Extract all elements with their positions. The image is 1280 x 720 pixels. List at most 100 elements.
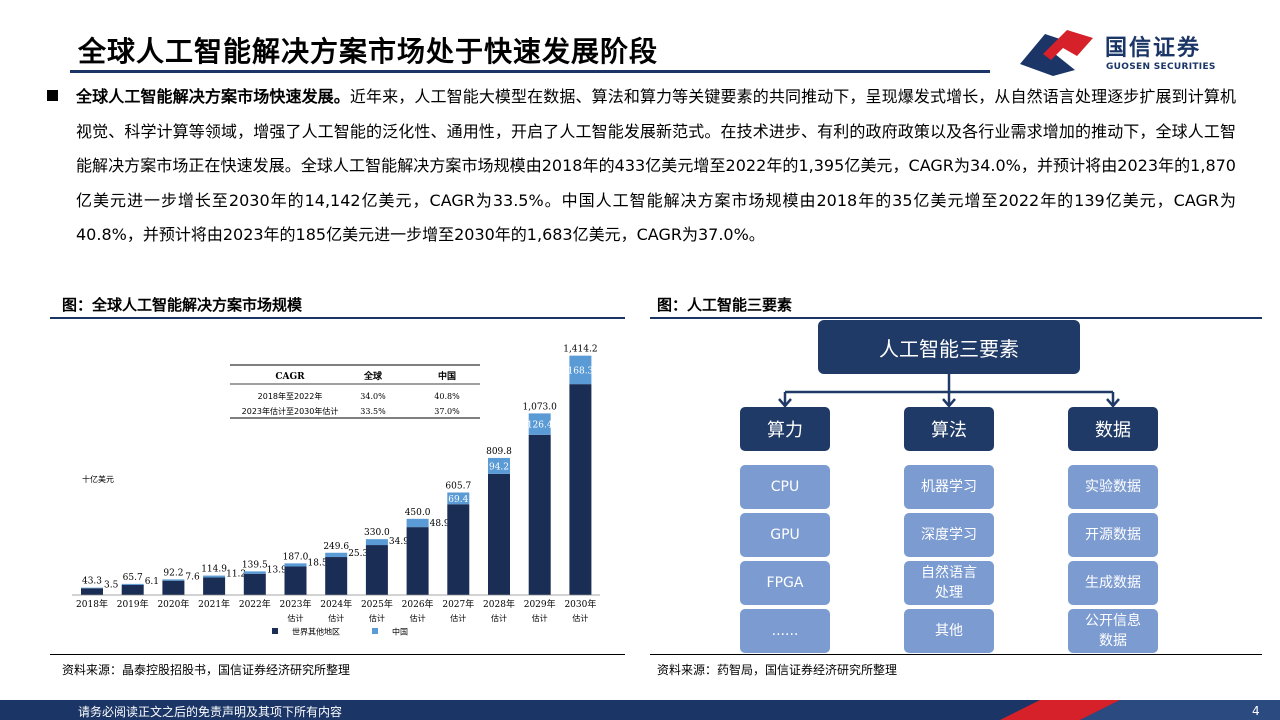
page-title: 全球人工智能解决方案市场处于快速发展阶段 <box>78 35 659 68</box>
x-tick-label: 2026年 <box>402 598 434 610</box>
x-tick-label: 2029年 <box>524 598 556 610</box>
cagr-cell: 40.8% <box>434 392 460 401</box>
legend-swatch <box>272 628 278 634</box>
x-tick-sublabel: 估计 <box>410 613 426 623</box>
x-tick-sublabel: 估计 <box>328 613 344 623</box>
intro-paragraph: 全球人工智能解决方案市场快速发展。近年来，人工智能大模型在数据、算法和算力等关键… <box>76 80 1236 253</box>
x-tick-sublabel: 估计 <box>532 613 548 623</box>
china-label: 94.2 <box>489 462 509 472</box>
category-data: 数据 <box>1068 407 1158 451</box>
figure-left-title: 图：全球人工智能解决方案市场规模 <box>62 296 303 314</box>
item-deep-learning: 深度学习 <box>904 513 994 557</box>
intro-body: 近年来，人工智能大模型在数据、算法和算力等关键要素的共同推动下，呈现爆发式增长，… <box>76 87 1236 244</box>
china-label: 6.1 <box>145 577 159 587</box>
x-tick-sublabel: 估计 <box>450 613 466 623</box>
x-tick-sublabel: 估计 <box>572 613 588 623</box>
bar-china <box>325 552 348 558</box>
x-tick-label: 2020年 <box>157 598 189 610</box>
item-generated-data: 生成数据 <box>1068 561 1158 605</box>
bar-china <box>162 579 185 581</box>
figure-right-source-rule <box>650 654 1262 655</box>
diagram-root-box: 人工智能三要素 <box>818 320 1080 374</box>
x-tick-label: 2022年 <box>239 598 271 610</box>
bar-rest-of-world <box>528 434 551 595</box>
item-gpu: GPU <box>740 513 830 557</box>
bar-china <box>488 457 510 474</box>
bar-rest-of-world <box>81 588 103 595</box>
bar-china <box>528 413 551 435</box>
chart-legend: 世界其他地区 中国 <box>272 627 408 637</box>
item-fpga: FPGA <box>740 561 830 605</box>
legend-label: 世界其他地区 <box>292 627 340 637</box>
total-label: 605.7 <box>445 481 471 491</box>
china-label: 7.6 <box>185 573 200 583</box>
cagr-cell: 2018年至2022年 <box>258 391 323 401</box>
x-tick-sublabel: 估计 <box>369 613 385 623</box>
bar-rest-of-world <box>447 504 470 595</box>
item-open-source-data: 开源数据 <box>1068 513 1158 557</box>
cagr-table: CAGR 全球 中国 2018年至2022年 34.0% 40.8% 2023年估计至203… <box>230 364 480 419</box>
x-tick-label: 2019年 <box>117 598 149 610</box>
china-label: 69.4 <box>448 495 468 505</box>
bar-rest-of-world <box>365 545 388 595</box>
cagr-header: 全球 <box>363 370 383 382</box>
item-cpu: CPU <box>740 465 830 509</box>
bar-china <box>365 539 388 546</box>
logo-chinese-text: 国信证券 <box>1105 36 1202 61</box>
guosen-logo-icon <box>1020 30 1093 76</box>
x-tick-label: 2021年 <box>198 598 230 610</box>
bar-rest-of-world <box>243 573 266 595</box>
total-label: 65.7 <box>123 573 143 583</box>
cagr-cell: 37.0% <box>434 407 460 416</box>
bullet-square <box>47 90 58 101</box>
logo-english-text: GUOSEN SECURITIES <box>1106 62 1216 72</box>
china-label: 168.3 <box>568 366 594 376</box>
item-public-info-data: 公开信息数据 <box>1068 609 1158 653</box>
footer-accent-icon <box>1000 700 1280 720</box>
bar-china <box>203 575 226 578</box>
bar-rest-of-world <box>162 580 185 595</box>
x-tick-sublabel: 估计 <box>288 613 304 623</box>
china-label: 34.9 <box>389 537 409 547</box>
cagr-header: CAGR <box>275 372 305 382</box>
figure-right-rule <box>650 317 1262 319</box>
total-label: 92.2 <box>163 568 183 578</box>
china-label: 25.3 <box>348 549 368 559</box>
x-tick-label: 2025年 <box>361 598 393 610</box>
total-label: 1,414.2 <box>563 345 597 355</box>
total-label: 43.3 <box>82 577 102 587</box>
item-algorithm-other: 其他 <box>904 609 994 653</box>
x-tick-label: 2028年 <box>483 598 515 610</box>
legend-swatch <box>372 628 378 634</box>
bar-rest-of-world <box>325 557 348 595</box>
legend-label: 中国 <box>392 627 408 637</box>
total-label: 139.5 <box>242 560 268 570</box>
x-tick-label: 2027年 <box>442 598 474 610</box>
footer-bar <box>0 700 1280 720</box>
total-label: 450.0 <box>405 508 431 518</box>
bar-rest-of-world <box>406 527 429 595</box>
china-label: 126.4 <box>527 421 553 431</box>
x-tick-label: 2018年 <box>76 598 108 610</box>
bar-rest-of-world <box>121 584 144 595</box>
y-axis-label: 十亿美元 <box>82 474 114 484</box>
total-label: 249.6 <box>323 542 349 552</box>
total-label: 187.0 <box>283 552 309 562</box>
cagr-cell: 34.0% <box>360 392 386 401</box>
figure-right-title: 图：人工智能三要素 <box>657 296 793 314</box>
x-tick-label: 2030年 <box>564 598 596 610</box>
china-label: 18.5 <box>308 558 328 568</box>
cagr-header: 中国 <box>438 370 456 382</box>
bar-china <box>406 518 429 528</box>
china-label: 13.9 <box>267 566 287 576</box>
item-compute-more: ...... <box>740 609 830 653</box>
bar-china <box>121 583 144 585</box>
bar-china <box>447 492 470 505</box>
x-tick-label: 2024年 <box>320 598 352 610</box>
cagr-cell: 33.5% <box>360 407 386 416</box>
china-label: 11.2 <box>226 569 246 579</box>
ai-elements-diagram-lines <box>778 374 1120 408</box>
total-label: 809.8 <box>486 447 512 457</box>
bar-china <box>81 587 103 589</box>
